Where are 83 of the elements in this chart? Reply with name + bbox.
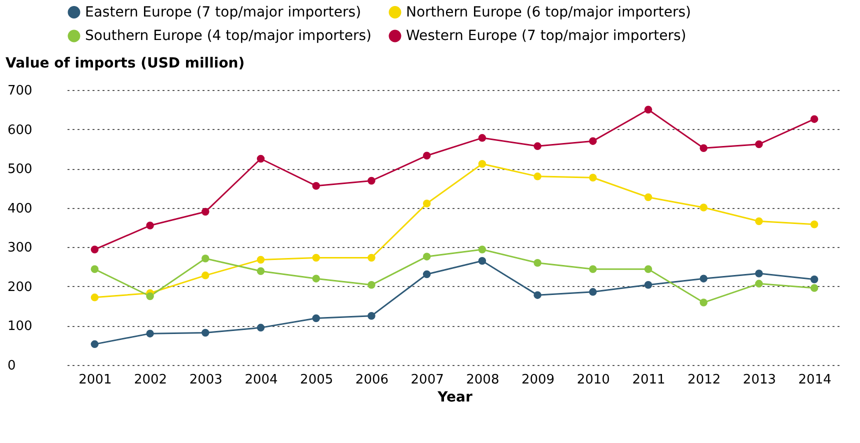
point: [202, 272, 210, 280]
point: [534, 172, 542, 180]
y-axis-title: Value of imports (USD million): [6, 56, 245, 72]
x-tick-label: 2007: [410, 372, 444, 388]
point: [644, 265, 652, 274]
point: [256, 324, 265, 332]
x-tick-label: 2004: [244, 372, 278, 388]
point: [202, 328, 210, 337]
point: [589, 137, 597, 145]
x-tick-label: 2011: [632, 372, 666, 388]
legend-label: Southern Europe (4 top/major importers): [85, 28, 372, 44]
x-tick-label: 2013: [742, 372, 776, 388]
point: [202, 254, 210, 262]
point: [534, 258, 542, 267]
x-axis-title: Year: [436, 390, 472, 406]
point: [422, 200, 431, 208]
x-tick-label: 2003: [189, 372, 222, 388]
y-tick-label: 700: [8, 84, 32, 98]
y-tick-label: 500: [8, 162, 32, 178]
point: [256, 256, 265, 264]
point: [755, 217, 763, 226]
x-tick-label: 2009: [521, 372, 555, 388]
x-tick-label: 2006: [355, 372, 389, 388]
point: [90, 340, 99, 348]
point: [478, 134, 486, 142]
point: [810, 275, 818, 284]
point: [90, 294, 99, 302]
point: [90, 265, 99, 274]
point: [700, 298, 708, 306]
point: [810, 115, 818, 123]
point: [478, 160, 486, 168]
x-tick-label: 2002: [134, 372, 168, 388]
point: [644, 280, 652, 289]
point: [202, 208, 210, 216]
legend-label: Northern Europe (6 top/major importers): [406, 4, 691, 20]
y-tick-label: 300: [8, 240, 32, 256]
point: [589, 265, 597, 274]
point: [422, 252, 431, 260]
point: [90, 246, 99, 254]
point: [478, 246, 486, 254]
point: [755, 270, 763, 278]
point: [700, 204, 708, 212]
point: [368, 254, 376, 262]
point: [755, 140, 763, 148]
y-tick-label: 100: [8, 319, 32, 334]
x-tick-label: 2012: [688, 372, 721, 388]
point: [146, 330, 154, 338]
x-tick-label: 2014: [798, 372, 832, 388]
point: [146, 222, 154, 230]
point: [810, 284, 818, 292]
point: [589, 174, 597, 182]
point: [368, 312, 376, 320]
point: [700, 144, 708, 152]
point: [589, 288, 597, 296]
point: [312, 314, 320, 322]
y-tick-label: 600: [8, 122, 32, 138]
y-tick-label: 200: [8, 280, 32, 295]
point: [422, 270, 431, 278]
point: [534, 291, 542, 299]
legend-label: Western Europe (7 top/major importers): [406, 28, 686, 44]
point: [644, 106, 652, 114]
point: [256, 267, 265, 275]
point: [368, 280, 376, 289]
y-tick-label: 0: [8, 358, 16, 374]
x-tick-label: 2001: [78, 372, 112, 388]
y-tick-label: 400: [8, 201, 32, 216]
point: [534, 142, 542, 150]
point: [422, 152, 431, 160]
point: [312, 254, 320, 262]
point: [755, 280, 763, 288]
x-tick-label: 2005: [300, 372, 334, 388]
point: [312, 274, 320, 282]
point: [312, 182, 320, 190]
point: [146, 292, 154, 300]
point: [368, 176, 376, 185]
point: [700, 274, 708, 282]
legend-label: Eastern Europe (7 top/major importers): [85, 4, 362, 20]
point: [478, 257, 486, 265]
x-tick-label: 2010: [576, 372, 610, 388]
point: [644, 193, 652, 202]
x-tick-label: 2008: [466, 372, 500, 388]
point: [256, 154, 265, 163]
point: [810, 220, 818, 228]
